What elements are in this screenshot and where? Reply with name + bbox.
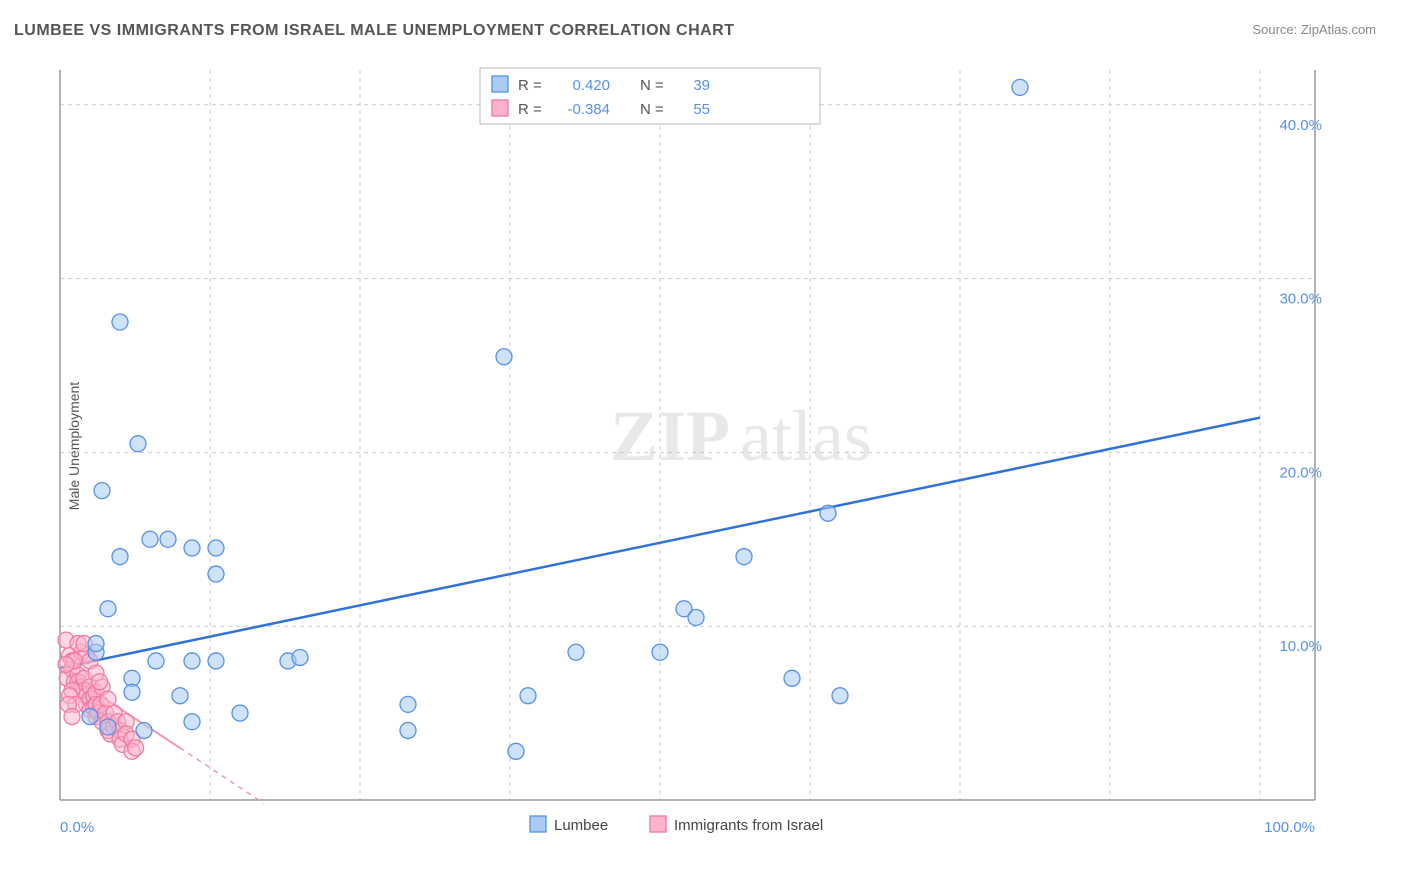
scatter-point-lumbee — [100, 719, 116, 735]
legend-n-label: N = — [640, 101, 664, 118]
scatter-point-lumbee — [142, 531, 158, 547]
scatter-point-lumbee — [568, 644, 584, 660]
legend-r-label: R = — [518, 77, 542, 94]
legend-n-label: N = — [640, 77, 664, 94]
scatter-point-lumbee — [160, 531, 176, 547]
scatter-point-israel — [64, 709, 80, 725]
legend-r-label: R = — [518, 101, 542, 118]
scatter-point-lumbee — [172, 688, 188, 704]
scatter-point-lumbee — [94, 483, 110, 499]
scatter-point-lumbee — [652, 644, 668, 660]
scatter-point-lumbee — [184, 540, 200, 556]
legend-swatch-israel — [492, 100, 508, 116]
scatter-point-lumbee — [400, 696, 416, 712]
scatter-point-lumbee — [1012, 79, 1028, 95]
scatter-point-lumbee — [130, 436, 146, 452]
scatter-point-lumbee — [184, 714, 200, 730]
source-attribution: Source: ZipAtlas.com — [1252, 22, 1376, 37]
watermark: atlas — [740, 396, 872, 476]
scatter-point-lumbee — [136, 722, 152, 738]
legend-r-value: 0.420 — [572, 77, 610, 94]
scatter-point-israel — [58, 656, 74, 672]
scatter-point-lumbee — [520, 688, 536, 704]
scatter-point-lumbee — [208, 566, 224, 582]
xtick-label: 0.0% — [60, 819, 94, 836]
legend-label-israel: Immigrants from Israel — [674, 817, 823, 834]
scatter-point-lumbee — [88, 636, 104, 652]
scatter-point-lumbee — [100, 601, 116, 617]
xtick-label: 100.0% — [1264, 819, 1315, 836]
scatter-point-lumbee — [148, 653, 164, 669]
scatter-point-lumbee — [820, 505, 836, 521]
scatter-point-lumbee — [508, 743, 524, 759]
legend-n-value: 55 — [693, 101, 710, 118]
scatter-point-lumbee — [400, 722, 416, 738]
scatter-point-lumbee — [832, 688, 848, 704]
scatter-point-lumbee — [208, 540, 224, 556]
scatter-point-lumbee — [292, 649, 308, 665]
scatter-point-lumbee — [112, 314, 128, 330]
scatter-point-lumbee — [232, 705, 248, 721]
scatter-chart: 10.0%20.0%30.0%40.0%ZIPatlas0.0%100.0%R … — [50, 60, 1330, 840]
legend-swatch-lumbee — [530, 816, 546, 832]
scatter-point-lumbee — [688, 610, 704, 626]
legend-swatch-israel — [650, 816, 666, 832]
watermark: ZIP — [610, 396, 730, 476]
scatter-point-lumbee — [112, 549, 128, 565]
scatter-point-lumbee — [184, 653, 200, 669]
scatter-point-lumbee — [208, 653, 224, 669]
chart-title: LUMBEE VS IMMIGRANTS FROM ISRAEL MALE UN… — [14, 22, 735, 40]
legend-label-lumbee: Lumbee — [554, 817, 608, 834]
scatter-point-israel — [92, 674, 108, 690]
scatter-point-lumbee — [784, 670, 800, 686]
scatter-point-lumbee — [124, 684, 140, 700]
scatter-point-lumbee — [496, 349, 512, 365]
scatter-point-lumbee — [82, 709, 98, 725]
scatter-point-lumbee — [736, 549, 752, 565]
legend-r-value: -0.384 — [567, 101, 610, 118]
legend-swatch-lumbee — [492, 76, 508, 92]
legend-n-value: 39 — [693, 77, 710, 94]
scatter-point-israel — [128, 740, 144, 756]
trendline-israel-extrapolated — [180, 748, 264, 804]
